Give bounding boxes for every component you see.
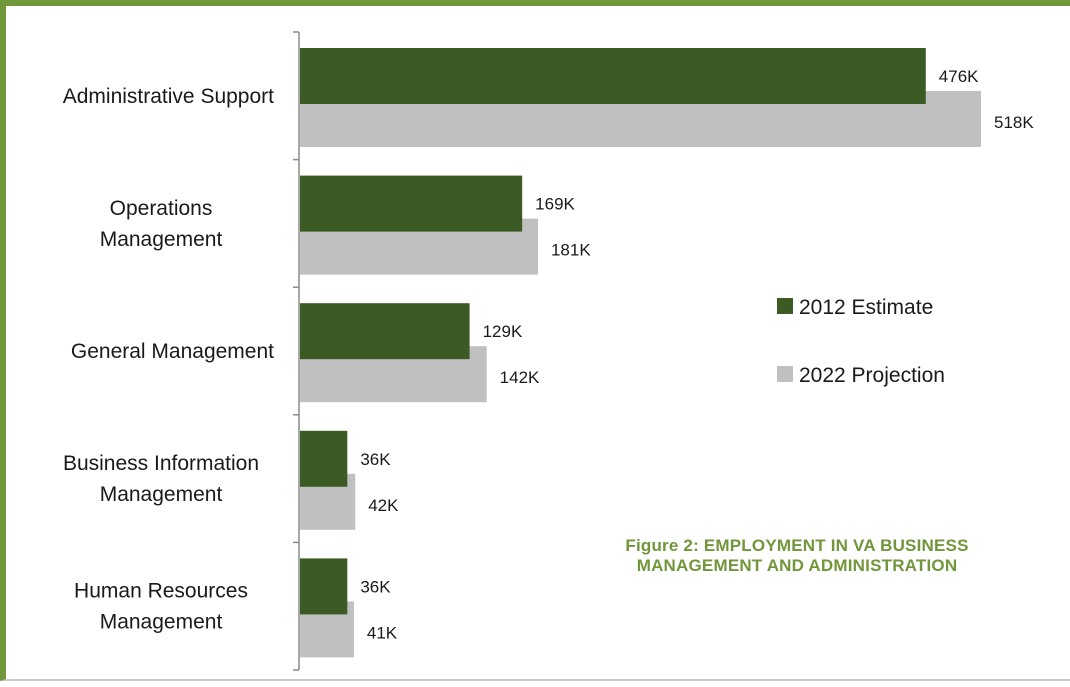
bar-2012-estimate [300, 48, 926, 104]
category-label: Business Information [63, 452, 259, 475]
category-label: Operations [110, 197, 213, 220]
data-label-2022: 181K [551, 241, 591, 260]
bar-2012-estimate [300, 175, 523, 232]
category-label: Administrative Support [63, 85, 274, 108]
category-label: Human Resources [74, 580, 248, 603]
bar-2012-estimate [300, 430, 348, 487]
figure-caption: Figure 2: EMPLOYMENT IN VA BUSINESS MANA… [554, 536, 1040, 576]
legend-label: 2022 Projection [799, 364, 945, 387]
bar-2012-estimate [300, 558, 348, 615]
category-label: Management [100, 483, 223, 506]
category-label: Management [100, 228, 223, 251]
bar-chart: 476K 518K Administrative Support 169K 181K Op… [63, 31, 1035, 671]
y-axis [293, 31, 300, 671]
legend-swatch [777, 366, 793, 382]
category-label: General Management [71, 340, 274, 363]
data-label-2012: 36K [360, 450, 391, 469]
category-label: Management [100, 611, 223, 634]
caption-line-2: MANAGEMENT AND ADMINISTRATION [636, 556, 958, 575]
data-label-2022: 518K [994, 113, 1034, 132]
data-label-2022: 42K [368, 496, 399, 515]
data-label-2012: 476K [939, 67, 979, 86]
data-label-2012: 169K [535, 195, 575, 214]
labels: 476K 518K Administrative Support 169K 181K Op… [63, 67, 1035, 642]
bar-2012-estimate [300, 303, 470, 360]
caption-line-1: Figure 2: EMPLOYMENT IN VA BUSINESS [625, 536, 969, 555]
legend: 2012 Estimate 2022 Projection [777, 296, 945, 387]
bars [300, 48, 981, 658]
legend-swatch [777, 298, 793, 314]
data-label-2012: 36K [360, 577, 391, 596]
data-label-2022: 142K [500, 368, 540, 387]
data-label-2012: 129K [483, 322, 523, 341]
data-label-2022: 41K [367, 623, 398, 642]
legend-label: 2012 Estimate [799, 296, 933, 319]
